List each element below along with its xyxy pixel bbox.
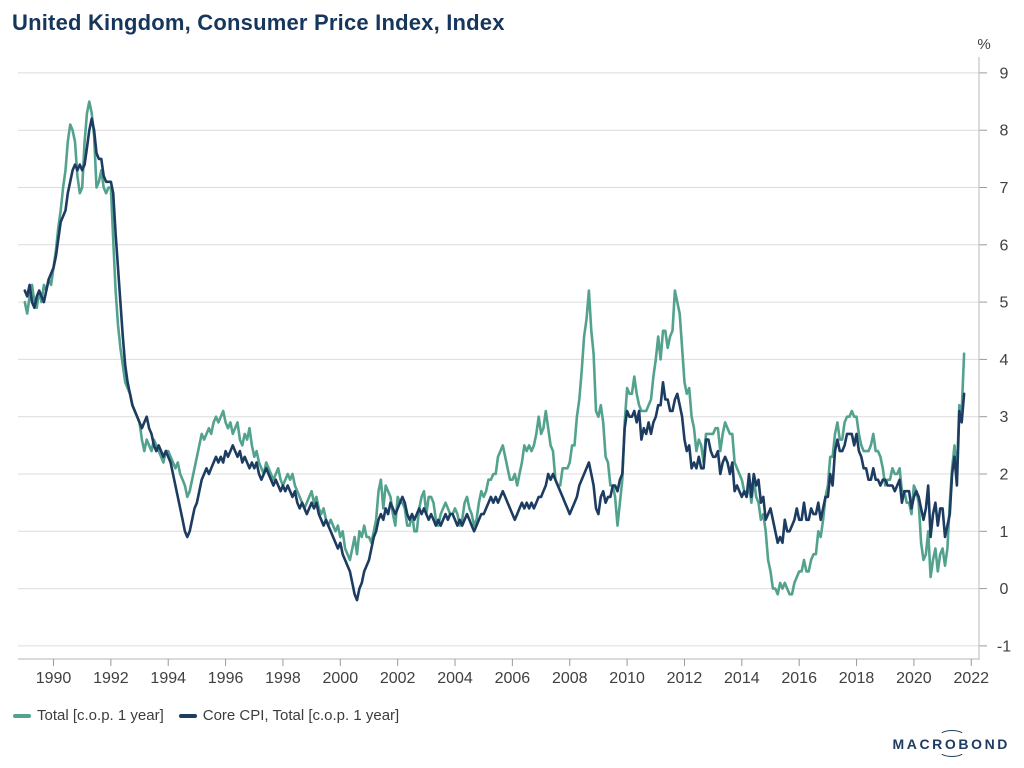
y-tick-label-7: 7 (1000, 180, 1009, 197)
chart-legend: Total [c.o.p. 1 year] Core CPI, Total [c… (13, 707, 399, 724)
x-tick-label-2004: 2004 (437, 670, 473, 687)
y-tick-label-4: 4 (1000, 352, 1009, 369)
x-tick-label-2010: 2010 (609, 670, 645, 687)
legend-item-total[interactable]: Total [c.o.p. 1 year] (13, 707, 164, 724)
y-tick-label-5: 5 (1000, 295, 1009, 312)
x-tick-label-2000: 2000 (323, 670, 359, 687)
x-tick-label-2016: 2016 (781, 670, 817, 687)
legend-item-core-cpi[interactable]: Core CPI, Total [c.o.p. 1 year] (178, 707, 400, 724)
total-series-swatch (13, 713, 31, 718)
logo-text-suffix: BOND (958, 736, 1010, 752)
y-tick-label-2: 2 (1000, 467, 1009, 484)
x-tick-label-1994: 1994 (150, 670, 186, 687)
x-tick-label-2006: 2006 (495, 670, 531, 687)
macrobond-logo: MACROBOND (892, 730, 1010, 757)
y-tick-label-3: 3 (1000, 409, 1009, 426)
x-tick-label-1996: 1996 (208, 670, 244, 687)
y-tick-label-9: 9 (1000, 65, 1009, 82)
y-tick-label-1: 1 (1000, 524, 1009, 541)
series-line-total[interactable] (23, 100, 966, 596)
logo-o-mark: O (939, 730, 965, 757)
x-tick-label-1990: 1990 (36, 670, 72, 687)
y-axis-unit-label: % (977, 36, 991, 53)
y-tick-label-8: 8 (1000, 123, 1009, 140)
logo-text-prefix: MACR (892, 736, 945, 752)
x-tick-label-2020: 2020 (896, 670, 932, 687)
x-tick-label-1992: 1992 (93, 670, 129, 687)
series-line-core-cpi[interactable] (23, 117, 966, 602)
legend-label-core-cpi: Core CPI, Total [c.o.p. 1 year] (202, 707, 400, 724)
x-tick-label-1998: 1998 (265, 670, 301, 687)
chart-title: United Kingdom, Consumer Price Index, In… (12, 10, 505, 35)
y-tick-label--1: -1 (997, 638, 1011, 655)
x-tick-label-2022: 2022 (953, 670, 989, 687)
legend-label-total: Total [c.o.p. 1 year] (37, 707, 164, 724)
x-tick-label-2008: 2008 (552, 670, 588, 687)
x-tick-label-2014: 2014 (724, 670, 760, 687)
y-tick-label-0: 0 (1000, 581, 1009, 598)
x-tick-label-2012: 2012 (667, 670, 703, 687)
x-tick-label-2002: 2002 (380, 670, 416, 687)
y-tick-label-6: 6 (1000, 237, 1009, 254)
core-cpi-series-swatch (178, 713, 197, 718)
x-tick-label-2018: 2018 (839, 670, 875, 687)
